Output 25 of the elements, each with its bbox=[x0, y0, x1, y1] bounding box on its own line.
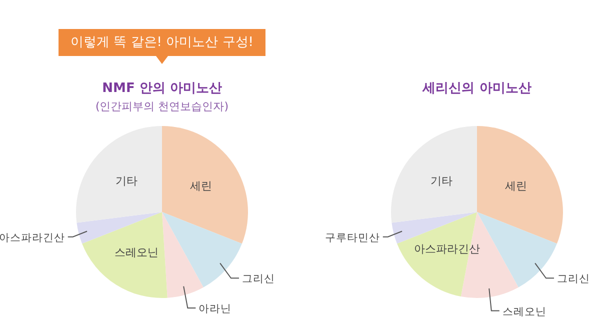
chart-title: NMF 안의 아미노산 bbox=[102, 81, 222, 96]
pie-slice bbox=[477, 126, 563, 244]
pie-slice bbox=[76, 212, 162, 244]
slice-label: 스레오닌 bbox=[502, 306, 546, 318]
slice-label: 기타 bbox=[116, 174, 138, 188]
pie-slice bbox=[162, 126, 248, 244]
pie-slice bbox=[162, 212, 204, 298]
slice-label: 기타 bbox=[430, 174, 453, 188]
slice-label: 그리신 bbox=[242, 273, 276, 286]
slice-label: 세린 bbox=[190, 179, 212, 192]
slice-label: 아라닌 bbox=[198, 303, 232, 316]
slice-label: 그리신 bbox=[557, 273, 590, 286]
text: 이렇게 똑 같은! 아미노산 구성! bbox=[70, 35, 254, 50]
chart-title: 세리신의 아미노산 bbox=[422, 81, 532, 96]
chart-subtitle: (인간피부의 천연보습인자) bbox=[95, 100, 229, 113]
slice-label: 아스파라긴산 bbox=[414, 242, 480, 256]
slice-label: 세린 bbox=[505, 179, 528, 192]
pie-slice bbox=[76, 126, 162, 223]
slice-label: 아스파라긴산 bbox=[0, 232, 65, 244]
pie-slice bbox=[392, 212, 477, 244]
pie-slice bbox=[162, 212, 242, 288]
pie-slice bbox=[82, 212, 168, 298]
slice-label: 구루타민산 bbox=[324, 232, 380, 244]
slice-label: 스레오닌 bbox=[114, 246, 159, 259]
pie-slice bbox=[391, 126, 477, 223]
